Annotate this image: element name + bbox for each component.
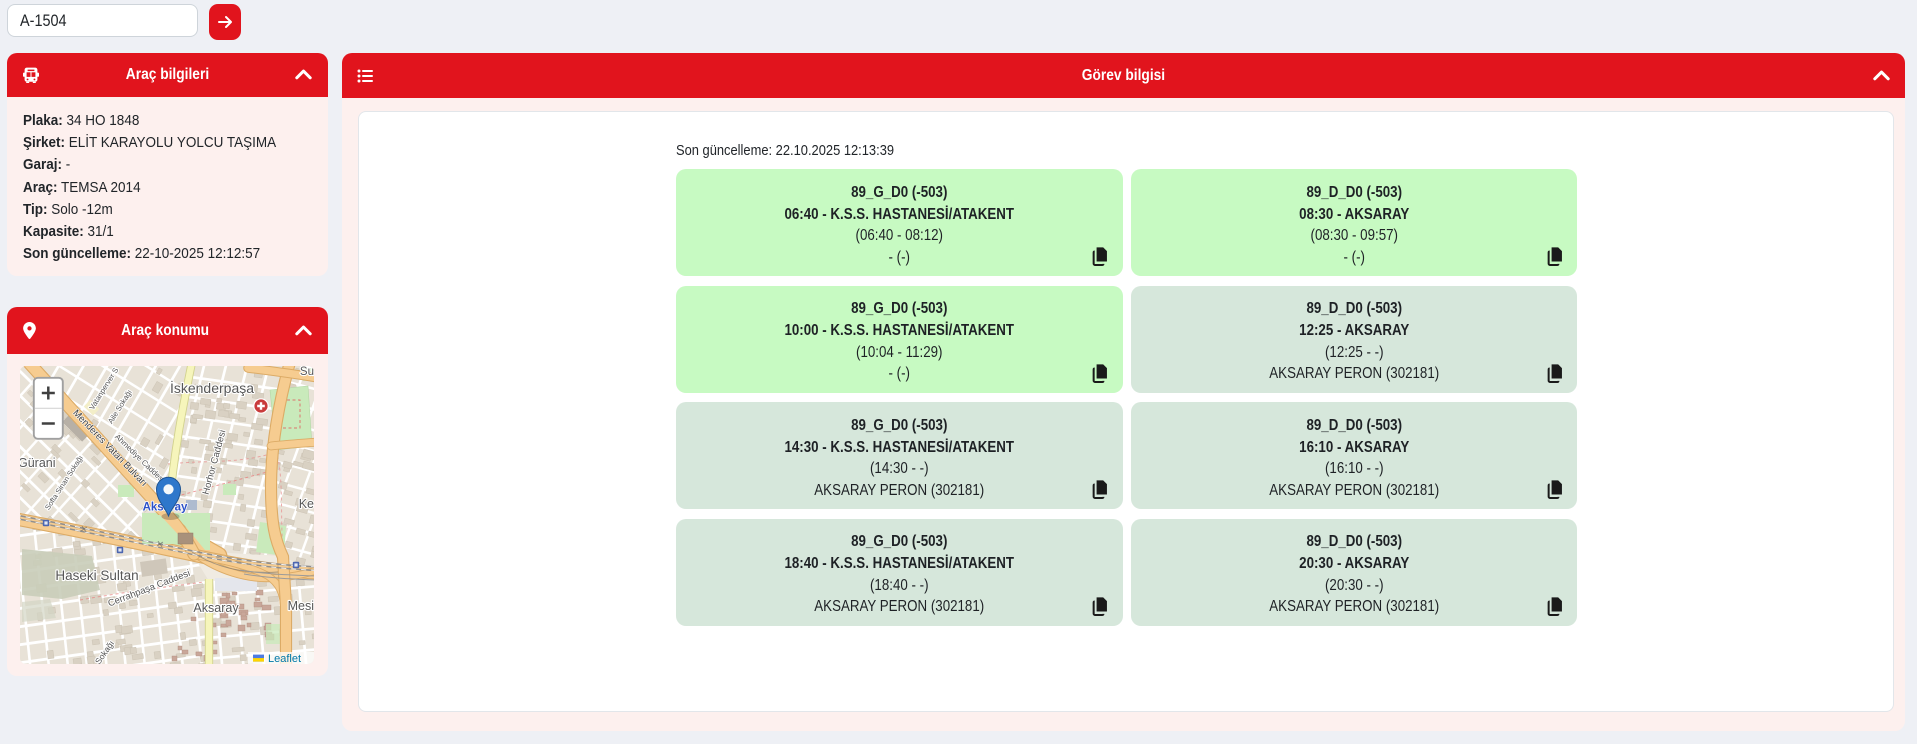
svg-text:Haseki Sultan: Haseki Sultan	[55, 568, 138, 583]
svg-text:Leaflet: Leaflet	[268, 653, 301, 664]
svg-text:Su: Su	[300, 366, 314, 378]
svg-text:İskenderpaşa: İskenderpaşa	[170, 379, 254, 396]
svg-text:Mesi: Mesi	[288, 599, 314, 613]
svg-text:Aksaray: Aksaray	[193, 601, 239, 615]
svg-text:Ke: Ke	[299, 497, 314, 511]
svg-text:Gürani: Gürani	[20, 456, 56, 470]
